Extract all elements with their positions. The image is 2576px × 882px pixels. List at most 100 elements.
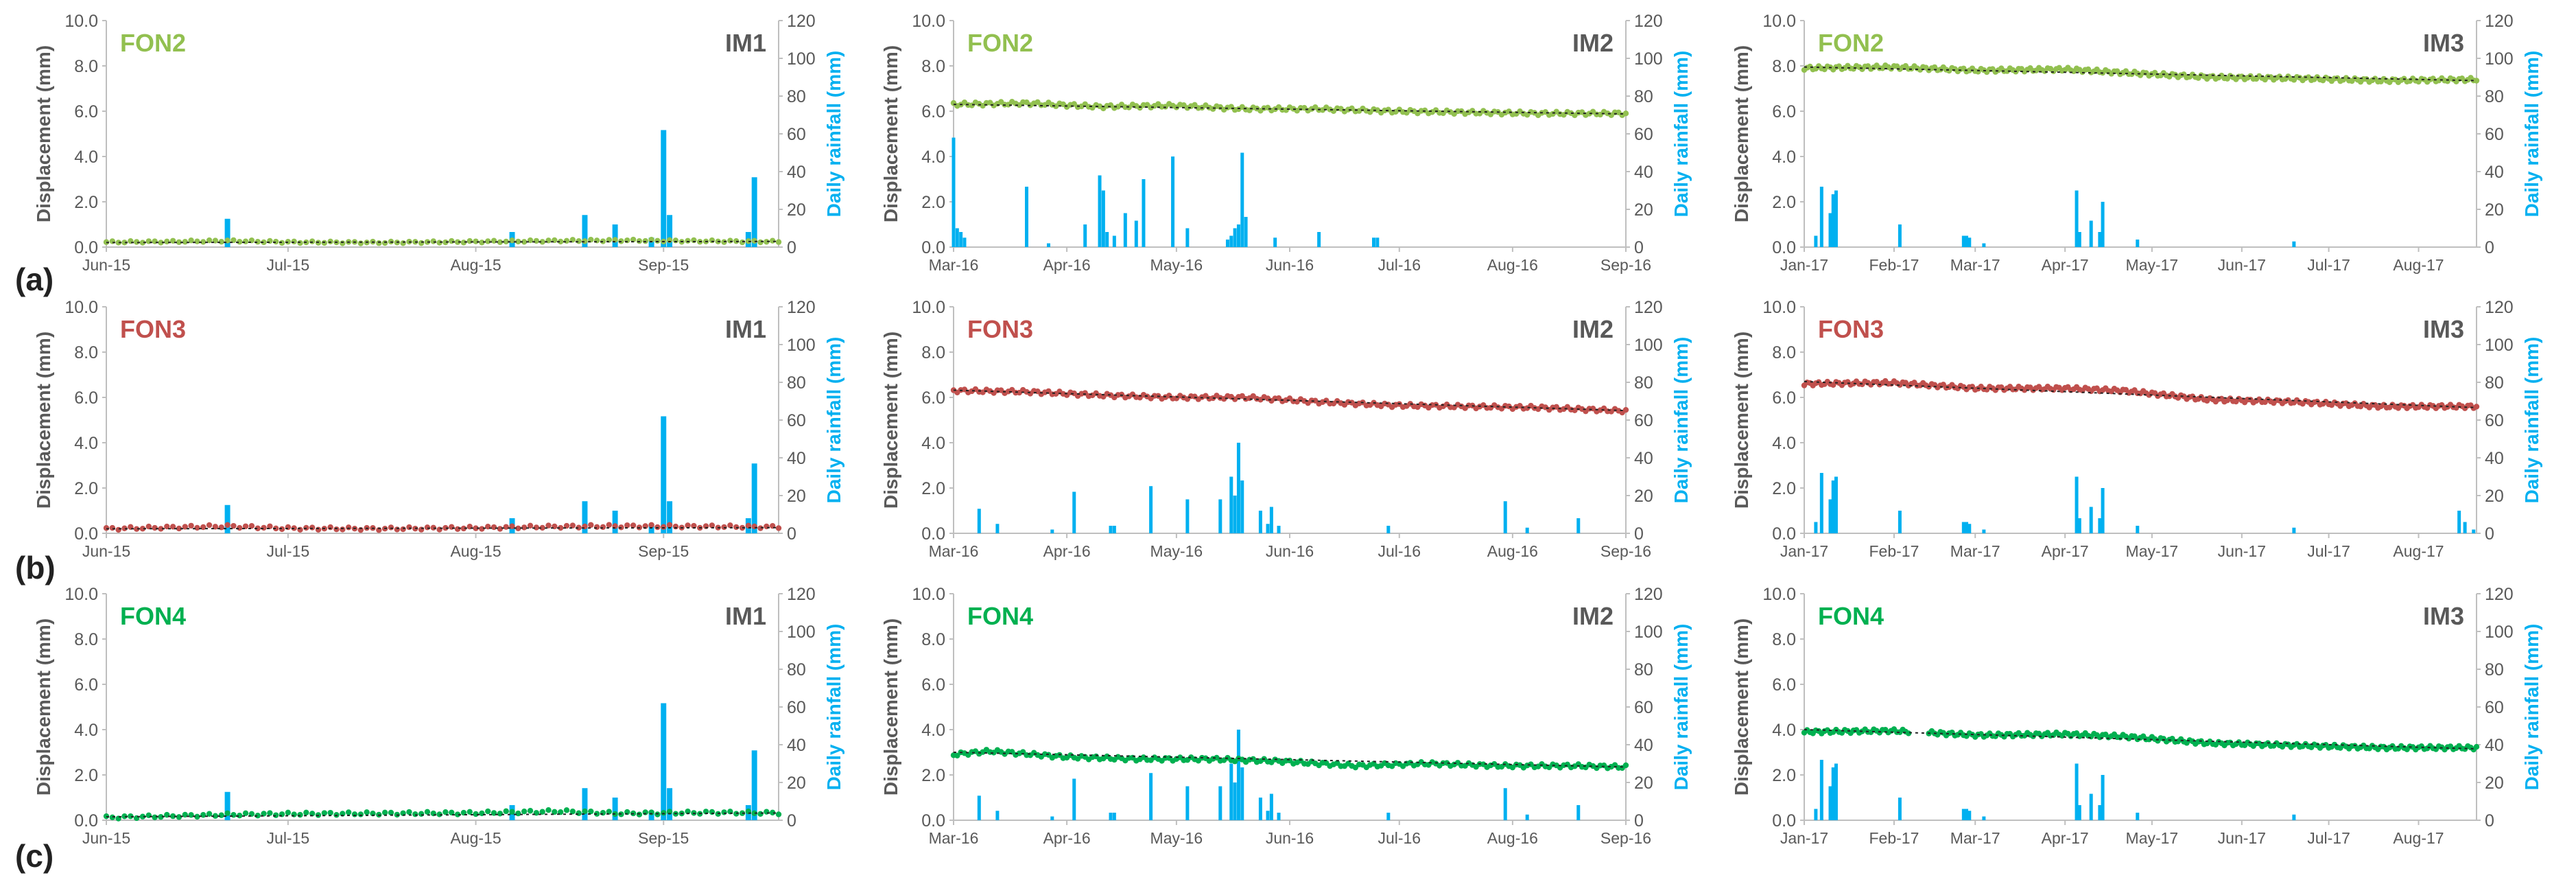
y-tick-label: 8.0 <box>1772 57 1796 76</box>
rain-bar <box>2098 232 2102 247</box>
displacement-point <box>297 811 303 818</box>
displacement-point <box>357 240 364 246</box>
displacement-point <box>533 524 540 531</box>
rain-bar <box>1229 763 1233 820</box>
y-tick-label: 4.0 <box>74 721 98 740</box>
rain-bar <box>1112 526 1116 533</box>
displacement-point <box>381 240 388 246</box>
rain-bar <box>2098 518 2102 533</box>
rain-bar <box>751 177 757 247</box>
displacement-point <box>242 810 249 817</box>
rain-bar <box>2098 805 2102 820</box>
rain-bar <box>1819 187 1823 247</box>
x-tick-label: Jul-16 <box>1378 256 1421 274</box>
x-tick-label: Jun-17 <box>2218 829 2266 847</box>
displacement-point <box>533 237 540 244</box>
displacement-point <box>394 526 400 533</box>
displacement-point <box>231 812 237 818</box>
x-tick-label: Jul-15 <box>267 256 310 274</box>
displacement-point <box>345 524 352 531</box>
x-tick-label: Jun-16 <box>1266 256 1314 274</box>
y-tick-label: 6.0 <box>74 675 98 695</box>
displacement-point <box>661 524 667 530</box>
displacement-point <box>503 524 509 530</box>
rain-bar <box>1236 224 1240 247</box>
displacement-point <box>255 813 261 819</box>
y2-tick-label: 60 <box>2485 698 2504 717</box>
x-tick-label: May-16 <box>1150 829 1203 847</box>
x-tick-label: Jul-16 <box>1378 829 1421 847</box>
displacement-point <box>460 240 467 246</box>
y2-axis-label: Daily rainfall (mm) <box>823 51 844 218</box>
rain-bar <box>612 511 618 533</box>
rain-bar <box>995 524 1000 533</box>
x-tick-label: Aug-16 <box>1487 542 1538 560</box>
y-tick-label: 6.0 <box>921 102 945 121</box>
y-tick-label: 6.0 <box>921 675 945 695</box>
displacement-point <box>218 239 224 245</box>
displacement-point <box>279 526 285 533</box>
rain-bar <box>1101 190 1105 247</box>
rain-bar <box>2457 511 2461 533</box>
displacement-point <box>497 239 504 245</box>
y-tick-label: 8.0 <box>921 343 945 362</box>
displacement-point <box>775 239 782 245</box>
y2-tick-label: 60 <box>2485 125 2504 144</box>
x-tick-label: Jun-16 <box>1266 829 1314 847</box>
rain-bar <box>224 791 231 820</box>
y2-tick-label: 120 <box>787 585 816 604</box>
station-label: IM2 <box>1572 315 1614 343</box>
chart-panel-fon4-im3: 0.0 2.0 4.0 6.0 8.0 10.0 0 20 40 60 80 100 120 Jan-17… <box>1731 585 2542 847</box>
rain-bar <box>1898 798 1902 820</box>
rain-bar <box>1525 814 1529 820</box>
x-tick-label: Sep-15 <box>638 256 689 274</box>
displacement-point <box>242 238 249 244</box>
rain-bar <box>1834 476 1838 533</box>
y-tick-label: 10.0 <box>64 12 98 31</box>
rain-bar <box>612 224 618 247</box>
displacement-point <box>757 525 764 531</box>
displacement-point <box>400 240 406 246</box>
chart-panel-fon3-im1: 0.0 2.0 4.0 6.0 8.0 10.0 0 20 40 60 80 100 120 Jun-15… <box>33 298 844 560</box>
displacement-point <box>139 813 146 820</box>
displacement-point <box>666 809 673 815</box>
displacement-point <box>121 525 128 531</box>
y2-tick-label: 0 <box>2485 524 2494 544</box>
y2-tick-label: 60 <box>787 698 806 717</box>
y-tick-label: 8.0 <box>1772 630 1796 649</box>
rain-bar <box>582 788 588 820</box>
displacement-point <box>121 813 128 820</box>
rain-bar <box>1961 235 1965 247</box>
displacement-point <box>545 807 552 813</box>
displacement-point <box>152 238 158 244</box>
y-axis-label: Displacement (mm) <box>880 45 901 222</box>
displacement-point <box>388 524 394 531</box>
displacement-point <box>182 811 188 818</box>
trend-line <box>953 752 1627 768</box>
displacement-point <box>539 524 545 531</box>
rain-bar <box>1831 194 1835 247</box>
y2-axis-label: Daily rainfall (mm) <box>1670 51 1692 218</box>
displacement-point <box>188 812 194 818</box>
x-tick-label: Mar-16 <box>929 256 979 274</box>
x-tick-label: Apr-16 <box>1043 542 1091 560</box>
rain-bar <box>1968 811 1972 820</box>
y-tick-label: 4.0 <box>921 148 945 167</box>
rain-bar <box>582 215 588 247</box>
displacement-point <box>424 239 431 245</box>
displacement-point <box>182 524 188 530</box>
displacement-point <box>751 237 757 244</box>
rain-bar <box>1814 809 1818 820</box>
y2-tick-label: 0 <box>787 811 796 831</box>
y-tick-label: 4.0 <box>1772 148 1796 167</box>
displacement-point <box>672 237 679 244</box>
displacement-point <box>552 809 558 815</box>
displacement-point <box>509 237 515 244</box>
sensor-label: FON3 <box>1818 315 1884 343</box>
rain-bar <box>2136 813 2140 820</box>
y-axis-label: Displacement (mm) <box>33 45 54 222</box>
y-tick-label: 0.0 <box>74 811 98 831</box>
displacement-point <box>491 524 497 531</box>
rain-bar <box>1831 767 1835 820</box>
rain-bar <box>2077 232 2081 247</box>
